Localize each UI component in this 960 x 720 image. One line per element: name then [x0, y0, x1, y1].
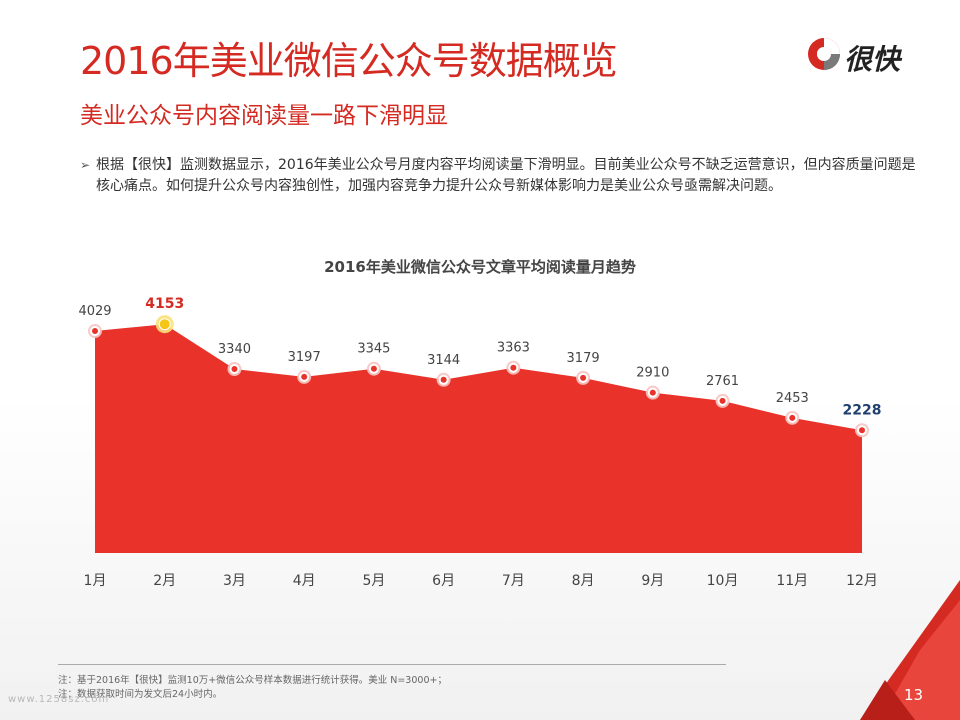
trend-chart: 2016年美业微信公众号文章平均阅读量月趋势 4029 4153 3340 3197 3…: [78, 258, 882, 589]
data-point-marker: [436, 372, 451, 387]
chart-title: 2016年美业微信公众号文章平均阅读量月趋势: [324, 258, 636, 276]
footnote-line-2: 注：数据获取时间为发文后24小时内。: [58, 689, 223, 700]
x-tick-label: 1月: [84, 573, 107, 589]
footer-divider: [58, 664, 726, 665]
x-tick-label: 7月: [502, 573, 525, 589]
x-tick-label: 6月: [432, 573, 455, 589]
page-subtitle: 美业公众号内容阅读量一路下滑明显: [80, 103, 448, 129]
x-tick-label: 10月: [707, 573, 739, 589]
data-label: 3179: [567, 351, 600, 366]
data-label: 2228: [843, 402, 882, 418]
data-label: 3363: [497, 341, 530, 356]
data-label: 3197: [288, 350, 321, 365]
watermark: www.1258sz.com: [8, 694, 110, 705]
footnote-line-1: 注：基于2016年【很快】监测10万+微信公众号样本数据进行统计获得。美业 N=…: [58, 675, 447, 686]
data-point-marker: [366, 361, 381, 376]
x-tick-label: 8月: [572, 573, 595, 589]
data-point-marker: [88, 324, 102, 339]
logo-mark-icon: [808, 38, 840, 70]
data-label: 2453: [776, 391, 809, 406]
x-tick-label: 2月: [153, 573, 176, 589]
data-label: 3345: [357, 342, 390, 357]
data-point-marker: [155, 315, 174, 334]
x-tick-label: 11月: [776, 573, 808, 589]
data-point-marker: [297, 369, 312, 384]
data-point-marker: [715, 393, 730, 408]
x-tick-label: 5月: [362, 573, 385, 589]
x-tick-label: 3月: [223, 573, 246, 589]
data-point-marker: [227, 361, 242, 376]
x-tick-label: 12月: [846, 573, 878, 589]
corner-decoration: [860, 580, 960, 720]
data-point-marker: [855, 423, 869, 438]
footnote: 注：基于2016年【很快】监测10万+微信公众号样本数据进行统计获得。美业 N=…: [58, 674, 758, 702]
logo-text: 很快: [844, 43, 901, 76]
page-number: 13: [904, 686, 924, 704]
data-label: 4153: [145, 296, 184, 312]
x-tick-label: 9月: [641, 573, 664, 589]
summary-bullet: ➢ 根据【很快】监测数据显示，2016年美业公众号月度内容平均阅读量下滑明显。目…: [80, 155, 920, 197]
area-series: [95, 324, 862, 553]
data-point-marker: [506, 360, 521, 375]
data-point-marker: [785, 410, 800, 425]
data-label: 2761: [706, 374, 739, 389]
data-label: 2910: [636, 366, 669, 381]
page-title: 2016年美业微信公众号数据概览: [80, 39, 618, 83]
x-tick-label: 4月: [293, 573, 316, 589]
data-label: 3340: [218, 342, 251, 357]
data-label: 4029: [78, 304, 111, 319]
data-point-marker: [576, 370, 591, 385]
brand-logo: 很快: [806, 36, 930, 76]
data-label: 3144: [427, 353, 460, 368]
summary-text: 根据【很快】监测数据显示，2016年美业公众号月度内容平均阅读量下滑明显。目前美…: [96, 157, 916, 194]
data-point-marker: [645, 385, 660, 400]
bullet-arrow-icon: ➢: [80, 158, 91, 172]
